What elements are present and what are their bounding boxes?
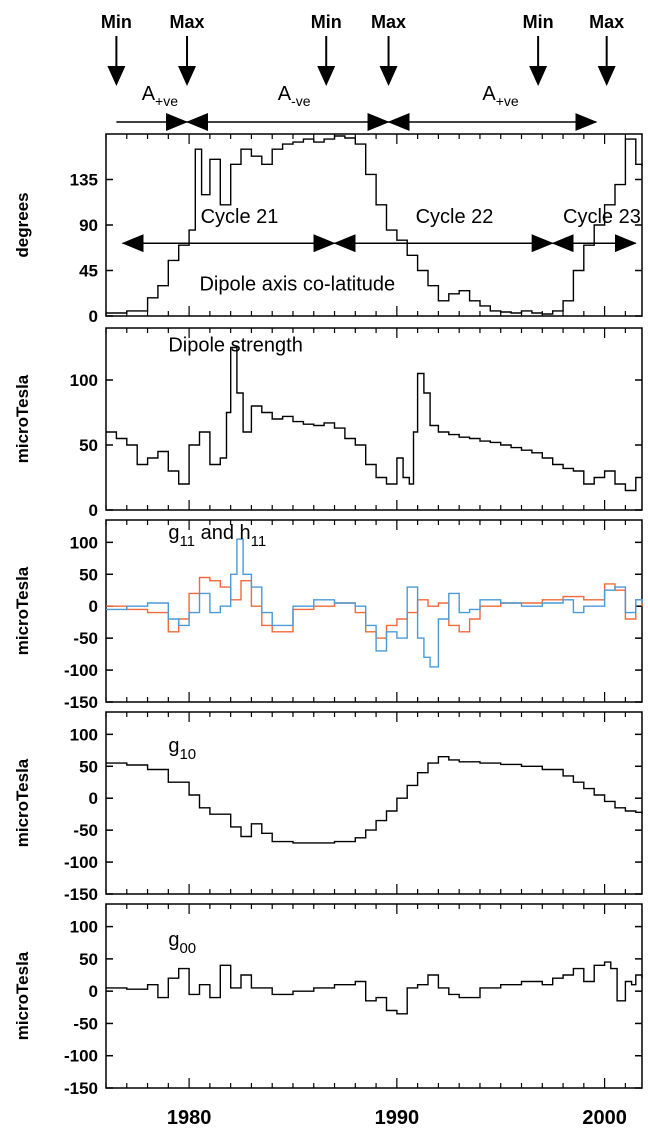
y-tick-label: 100 (70, 725, 98, 744)
x-tick-label: 2000 (582, 1107, 627, 1129)
y-axis-label: microTesla (13, 951, 32, 1040)
panel-4: -150 -100 -50 0 50 100 microTesla g10 (13, 711, 643, 904)
event-label-max: Max (589, 12, 624, 32)
series-line-1 (106, 346, 642, 492)
panel-5: -150 -100 -50 0 50 100 microTesla g00 (13, 903, 643, 1098)
annotation-label: Dipole axis co-latitude (199, 274, 395, 296)
cycle-label: Cycle 22 (416, 206, 494, 228)
y-tick-label: 45 (79, 262, 98, 281)
event-arrow-head (107, 66, 126, 86)
annotation-label: g00 (168, 929, 196, 957)
y-tick-label: 0 (89, 789, 98, 808)
polarity-label: A+ve (482, 83, 519, 109)
x-tick-label: 1990 (375, 1107, 420, 1129)
event-arrow-head (379, 66, 398, 86)
y-tick-label: -150 (64, 1079, 98, 1098)
event-label-max: Max (170, 12, 205, 32)
y-tick-label: -100 (64, 1047, 98, 1066)
y-tick-label: 50 (79, 950, 98, 969)
y-tick-label: 90 (79, 216, 98, 235)
panel-1: 0 45 90 135 degrees Dipole axis co-latitude Cy… (13, 133, 643, 326)
panel-2: 0 50 100 microTesla Dipole strength (13, 327, 643, 520)
y-axis-label: microTesla (13, 758, 32, 847)
y-tick-label: -150 (64, 693, 98, 712)
y-tick-label: 0 (89, 597, 98, 616)
series-line-1 (106, 961, 643, 1015)
event-label-max: Max (371, 12, 406, 32)
polarity-label: A+ve (142, 83, 179, 109)
plot-frame (105, 519, 643, 703)
y-tick-label: 50 (79, 436, 98, 455)
y-tick-label: -50 (73, 1014, 98, 1033)
y-axis-label: degrees (13, 192, 32, 257)
series-line-1 (106, 756, 643, 844)
y-axis-label: microTesla (13, 374, 32, 463)
y-tick-label: 100 (70, 918, 98, 937)
series-line-1 (106, 576, 643, 639)
series-line-2 (106, 538, 643, 668)
annotation-label: Dipole strength (168, 334, 303, 356)
event-arrow-head (317, 66, 336, 86)
event-arrow-head (529, 66, 548, 86)
event-arrow-head (178, 66, 197, 86)
y-tick-label: 50 (79, 757, 98, 776)
annotation-label: g10 (168, 735, 196, 763)
y-tick-label: -100 (64, 853, 98, 872)
y-tick-label: -150 (64, 885, 98, 904)
y-tick-label: -50 (73, 629, 98, 648)
y-axis-label: microTesla (13, 566, 32, 655)
y-tick-label: 100 (70, 533, 98, 552)
y-tick-label: 0 (89, 307, 98, 326)
plot-frame (105, 711, 643, 895)
y-tick-label: 0 (89, 982, 98, 1001)
event-arrow-head (597, 66, 616, 86)
cycle-label: Cycle 23 (563, 206, 641, 228)
event-label-min: Min (101, 12, 132, 32)
polarity-label: A-ve (278, 83, 311, 109)
y-tick-label: 100 (70, 371, 98, 390)
x-tick-label: 1980 (167, 1107, 212, 1129)
y-tick-label: 0 (89, 501, 98, 520)
panel-3: -150 -100 -50 0 50 100 microTesla g11 and h11 (13, 519, 643, 712)
y-tick-label: -100 (64, 661, 98, 680)
cycle-label: Cycle 21 (201, 206, 279, 228)
event-label-min: Min (311, 12, 342, 32)
plot-frame (105, 327, 643, 511)
series-line-1 (106, 135, 643, 315)
y-tick-label: 50 (79, 565, 98, 584)
y-tick-label: 135 (70, 171, 98, 190)
y-tick-label: -50 (73, 821, 98, 840)
event-label-min: Min (523, 12, 554, 32)
annotation-label: g11 and h11 (168, 522, 266, 550)
plot-frame (105, 903, 643, 1089)
